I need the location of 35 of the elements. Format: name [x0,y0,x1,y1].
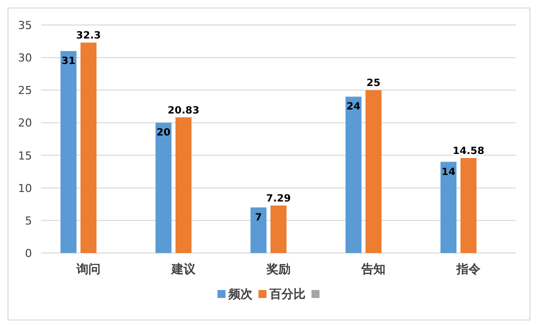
legend-label: 频次 [228,287,254,301]
data-label: 20.83 [168,105,200,116]
y-tick-label: 25 [18,84,32,98]
bar [80,42,96,253]
bar [440,162,456,253]
data-label: 14 [442,166,456,178]
x-tick-label: 告知 [360,262,386,276]
x-tick-label: 建议 [170,262,196,276]
y-tick-label: 0 [25,247,32,260]
data-label: 7.29 [266,194,291,205]
x-tick-label: 询问 [76,262,100,276]
data-label: 25 [366,78,380,90]
bar [60,51,76,253]
bar [176,117,192,253]
data-label: 20 [156,128,170,139]
y-tick-label: 35 [18,19,32,32]
x-tick-label: 指令 [456,262,482,276]
data-label: 32.3 [76,30,101,42]
bar [270,206,286,253]
y-tick-label: 5 [25,214,32,228]
y-tick-label: 20 [18,116,32,130]
x-tick-label: 奖励 [266,262,290,276]
y-tick-label: 30 [18,52,32,65]
data-label: 24 [346,102,360,113]
data-label: 7 [255,212,262,224]
data-label: 31 [62,56,76,68]
bar [366,90,382,253]
y-tick-label: 10 [18,182,32,195]
bar [460,158,476,253]
bar [156,122,172,253]
bar [250,207,266,253]
legend-label: 百分比 [268,287,306,301]
data-label: 14.58 [452,146,484,158]
y-tick-label: 15 [18,149,32,162]
bar [346,96,362,253]
